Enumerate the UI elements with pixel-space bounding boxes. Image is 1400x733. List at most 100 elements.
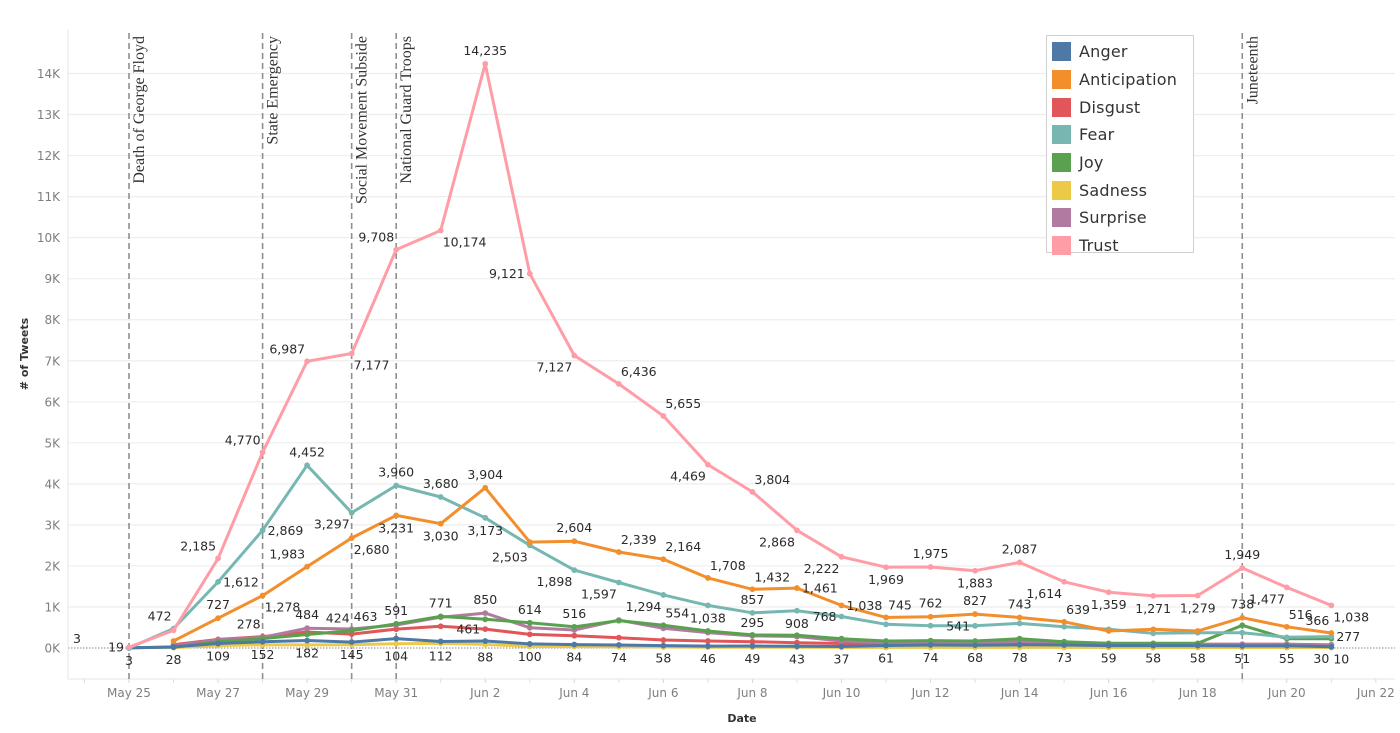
point-anger[interactable]	[838, 643, 845, 650]
point-joy[interactable]	[571, 623, 578, 630]
point-anger[interactable]	[927, 642, 934, 648]
point-anger[interactable]	[1283, 642, 1290, 649]
point-anger[interactable]	[615, 642, 622, 648]
point-fear[interactable]	[393, 482, 400, 489]
point-fear[interactable]	[1061, 623, 1068, 630]
point-joy[interactable]	[1016, 635, 1023, 642]
point-anticipation[interactable]	[660, 556, 667, 563]
point-joy[interactable]	[838, 635, 845, 642]
point-anticipation[interactable]	[526, 539, 533, 546]
line-joy[interactable]	[127, 614, 1333, 650]
point-trust[interactable]	[1194, 592, 1201, 599]
point-trust[interactable]	[1283, 584, 1290, 591]
point-trust[interactable]	[749, 489, 756, 495]
point-anger[interactable]	[883, 642, 889, 649]
point-joy[interactable]	[927, 637, 934, 644]
point-trust[interactable]	[348, 350, 355, 357]
point-anger[interactable]	[1194, 642, 1201, 649]
point-anger[interactable]	[660, 642, 667, 649]
point-disgust[interactable]	[393, 626, 400, 633]
point-anticipation[interactable]	[972, 611, 978, 617]
point-trust[interactable]	[1328, 602, 1335, 609]
point-trust[interactable]	[571, 352, 578, 359]
point-anticipation[interactable]	[927, 613, 934, 620]
point-anticipation[interactable]	[1016, 614, 1023, 621]
point-anger[interactable]	[972, 642, 978, 649]
legend-item-joy[interactable]: Joy	[1047, 149, 1193, 177]
point-joy[interactable]	[749, 631, 756, 638]
point-joy[interactable]	[482, 616, 489, 623]
point-anticipation[interactable]	[259, 592, 266, 599]
point-fear[interactable]	[1239, 629, 1246, 636]
point-anticipation[interactable]	[482, 484, 489, 491]
point-anticipation[interactable]	[437, 520, 444, 527]
point-anger[interactable]	[704, 643, 711, 650]
point-anger[interactable]	[1239, 643, 1246, 649]
point-trust[interactable]	[1239, 565, 1246, 571]
point-anger[interactable]	[170, 643, 177, 650]
point-sadness[interactable]	[304, 642, 311, 648]
point-trust[interactable]	[883, 564, 889, 571]
point-fear[interactable]	[1150, 630, 1157, 637]
point-anticipation[interactable]	[1061, 618, 1068, 625]
point-surprise[interactable]	[482, 610, 489, 617]
point-joy[interactable]	[794, 632, 800, 639]
point-fear[interactable]	[883, 621, 889, 628]
point-anticipation[interactable]	[348, 535, 355, 541]
point-trust[interactable]	[215, 555, 221, 562]
point-fear[interactable]	[704, 602, 711, 609]
point-anger[interactable]	[1016, 641, 1023, 648]
point-disgust[interactable]	[749, 638, 756, 645]
point-joy[interactable]	[348, 627, 355, 634]
point-anticipation[interactable]	[1328, 630, 1335, 636]
point-anger[interactable]	[794, 643, 800, 650]
point-sadness[interactable]	[393, 640, 400, 647]
point-anger[interactable]	[571, 641, 578, 648]
point-fear[interactable]	[1016, 620, 1023, 627]
point-disgust[interactable]	[615, 634, 622, 641]
legend-item-disgust[interactable]: Disgust	[1047, 93, 1193, 121]
line-anger[interactable]	[127, 637, 1333, 650]
point-anticipation[interactable]	[1105, 628, 1112, 634]
point-trust[interactable]	[972, 567, 978, 574]
point-trust[interactable]	[660, 413, 667, 419]
point-anger[interactable]	[393, 635, 400, 642]
point-fear[interactable]	[1283, 634, 1290, 641]
point-anticipation[interactable]	[393, 512, 400, 519]
point-anger[interactable]	[1061, 642, 1068, 648]
point-fear[interactable]	[348, 509, 355, 516]
point-disgust[interactable]	[660, 637, 667, 643]
point-anger[interactable]	[526, 641, 533, 647]
point-fear[interactable]	[437, 494, 444, 500]
point-fear[interactable]	[972, 622, 978, 629]
point-anger[interactable]	[348, 639, 355, 645]
point-anger[interactable]	[304, 637, 311, 644]
point-anger[interactable]	[749, 643, 756, 649]
point-joy[interactable]	[704, 628, 711, 634]
line-trust[interactable]	[127, 62, 1333, 649]
point-trust[interactable]	[927, 564, 934, 570]
point-joy[interactable]	[972, 638, 978, 644]
point-anticipation[interactable]	[170, 638, 177, 644]
point-trust[interactable]	[437, 227, 444, 234]
point-disgust[interactable]	[482, 626, 489, 632]
point-anger[interactable]	[1105, 642, 1112, 649]
point-trust[interactable]	[393, 246, 400, 253]
point-anticipation[interactable]	[838, 602, 845, 609]
point-fear[interactable]	[259, 527, 266, 534]
point-fear[interactable]	[838, 613, 845, 620]
point-anticipation[interactable]	[1150, 626, 1157, 633]
point-disgust[interactable]	[571, 632, 578, 639]
legend-item-anger[interactable]: Anger	[1047, 38, 1193, 66]
legend-item-surprise[interactable]: Surprise	[1047, 204, 1193, 232]
point-trust[interactable]	[482, 60, 489, 67]
point-trust[interactable]	[526, 270, 533, 277]
point-anger[interactable]	[437, 638, 444, 645]
point-trust[interactable]	[126, 644, 132, 651]
point-joy[interactable]	[526, 619, 533, 626]
point-anticipation[interactable]	[704, 575, 711, 581]
point-anger[interactable]	[482, 638, 489, 644]
point-joy[interactable]	[883, 638, 889, 644]
point-anticipation[interactable]	[1239, 614, 1246, 621]
point-joy[interactable]	[615, 617, 622, 624]
